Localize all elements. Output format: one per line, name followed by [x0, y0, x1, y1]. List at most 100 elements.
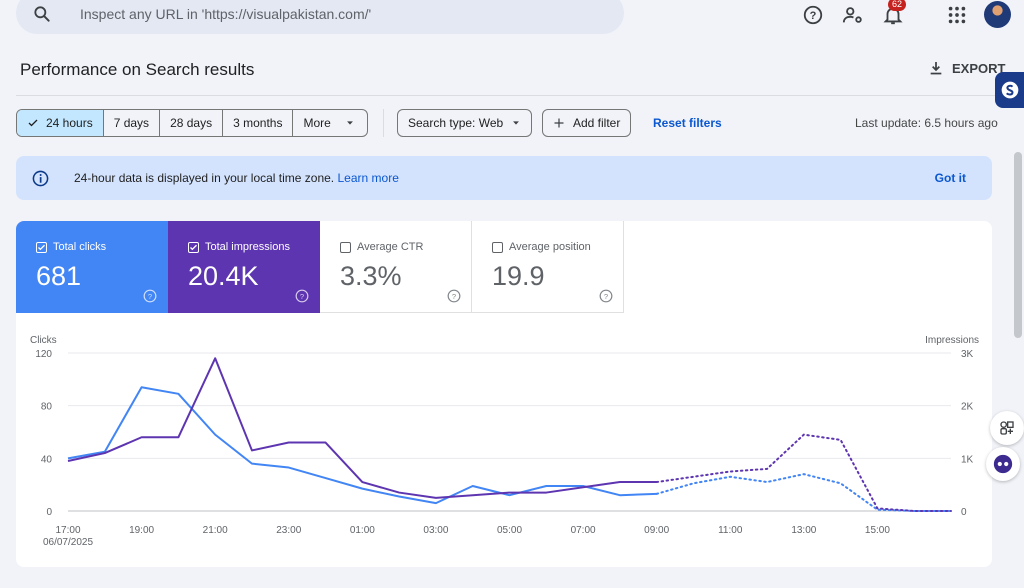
series-line-total-impressions [67, 357, 657, 499]
y-tick-label: 120 [35, 349, 52, 360]
metric-value: 19.9 [492, 261, 545, 291]
range-label: 24 hours [46, 116, 93, 130]
download-icon [930, 62, 942, 75]
metric-label-text: Total impressions [205, 241, 290, 253]
x-tick-label: 05:00 [497, 525, 522, 536]
search-type-label: Search type: Web [408, 116, 504, 130]
performance-card: Total clicks 681 ? Total impressions 20.… [16, 221, 992, 567]
notification-count-badge: 62 [888, 0, 907, 11]
metric-label: Total impressions [188, 241, 290, 253]
metric-label-text: Average position [509, 241, 591, 253]
metric-average-ctr[interactable]: Average CTR 3.3% ? [320, 221, 472, 313]
avatar[interactable] [984, 1, 1011, 28]
x-tick-label: 19:00 [129, 525, 154, 536]
extension-logo-icon [1001, 81, 1019, 99]
apps-grid-icon[interactable] [946, 4, 968, 26]
svg-text:?: ? [300, 292, 304, 301]
metric-value: 20.4K [188, 261, 259, 291]
export-button[interactable]: EXPORT [928, 60, 1005, 76]
x-tick-label: 09:00 [644, 525, 669, 536]
extension-side-button[interactable] [995, 72, 1024, 108]
checkbox-checked-icon[interactable] [188, 241, 199, 253]
y2-axis-title: Impressions [925, 335, 979, 346]
scrollbar-thumb[interactable] [1014, 152, 1022, 338]
range-3-months[interactable]: 3 months [223, 110, 294, 136]
x-tick-label: 01:00 [350, 525, 375, 536]
chevron-down-icon [513, 121, 520, 125]
x-tick-label: 07:00 [571, 525, 596, 536]
export-label: EXPORT [952, 60, 1006, 76]
bot-face-icon [993, 454, 1013, 474]
series-projection-total-impressions [655, 433, 952, 512]
y2-tick-label: 1K [961, 454, 974, 465]
y-tick-label: 0 [46, 507, 52, 518]
check-icon [28, 119, 38, 127]
metric-total-impressions[interactable]: Total impressions 20.4K ? [168, 221, 320, 313]
performance-chart: Clicks Impressions 0 0 40 1K 80 2K 120 3K 17:00 19:… [30, 335, 979, 548]
top-bar: Inspect any URL in 'https://visualpakist… [0, 0, 1024, 40]
extension-shortcut-button[interactable] [990, 411, 1024, 445]
url-inspection-search[interactable]: Inspect any URL in 'https://visualpakist… [16, 0, 624, 34]
x-date-label: 06/07/2025 [43, 537, 93, 548]
help-icon[interactable]: ? [143, 289, 157, 303]
range-label: 3 months [233, 116, 283, 130]
y2-tick-label: 3K [961, 349, 974, 360]
user-settings-icon[interactable] [842, 4, 864, 26]
help-icon[interactable]: ? [599, 289, 613, 303]
checkbox-unchecked-icon[interactable] [340, 241, 351, 253]
y-tick-label: 80 [41, 402, 53, 413]
got-it-button[interactable]: Got it [934, 171, 966, 185]
y-axis-title: Clicks [30, 335, 57, 346]
add-filter-label: Add filter [573, 116, 621, 130]
timezone-info-banner: 24-hour data is displayed in your local … [16, 156, 992, 200]
assistant-bot-button[interactable] [986, 447, 1020, 481]
metric-value: 3.3% [340, 261, 402, 291]
chevron-down-icon [346, 121, 353, 125]
x-tick-label: 03:00 [423, 525, 448, 536]
checkbox-unchecked-icon[interactable] [492, 241, 503, 253]
learn-more-link[interactable]: Learn more [337, 171, 399, 185]
series-projection-total-clicks [655, 473, 952, 512]
metric-label-text: Total clicks [53, 241, 107, 253]
header-divider [16, 95, 1024, 96]
x-tick-label: 17:00 [55, 525, 80, 536]
x-tick-label: 23:00 [276, 525, 301, 536]
svg-text:?: ? [604, 292, 608, 301]
x-tick-label: 15:00 [865, 525, 890, 536]
x-tick-label: 21:00 [203, 525, 228, 536]
info-icon [32, 170, 49, 187]
last-update-text: Last update: 6.5 hours ago [855, 116, 998, 130]
metric-label: Average position [492, 241, 591, 253]
banner-message: 24-hour data is displayed in your local … [74, 171, 399, 185]
add-filter-button[interactable]: Add filter [542, 109, 632, 137]
metric-value: 681 [36, 261, 82, 291]
y2-tick-label: 2K [961, 402, 974, 413]
search-icon [34, 6, 50, 22]
range-28-days[interactable]: 28 days [160, 110, 224, 136]
range-label: 28 days [170, 116, 213, 130]
search-placeholder[interactable]: Inspect any URL in 'https://visualpakist… [80, 6, 372, 22]
x-tick-label: 13:00 [791, 525, 816, 536]
range-label: 7 days [113, 116, 150, 130]
metric-total-clicks[interactable]: Total clicks 681 ? [16, 221, 168, 313]
range-more-dropdown[interactable]: More [293, 110, 366, 136]
shapes-icon [1000, 421, 1014, 435]
x-tick-label: 11:00 [718, 525, 743, 536]
svg-text:?: ? [148, 292, 152, 301]
range-24-hours[interactable]: 24 hours [17, 110, 104, 136]
search-type-dropdown[interactable]: Search type: Web [397, 109, 533, 137]
reset-filters-link[interactable]: Reset filters [653, 116, 722, 130]
metric-label-text: Average CTR [357, 241, 424, 253]
checkbox-checked-icon[interactable] [36, 241, 47, 253]
help-icon[interactable]: ? [802, 4, 824, 26]
plus-icon [554, 118, 564, 128]
svg-text:?: ? [810, 10, 817, 22]
filter-separator [383, 109, 384, 137]
help-icon[interactable]: ? [447, 289, 461, 303]
y-tick-label: 40 [41, 454, 53, 465]
range-7-days[interactable]: 7 days [104, 110, 161, 136]
banner-text: 24-hour data is displayed in your local … [74, 171, 335, 185]
help-icon[interactable]: ? [295, 289, 309, 303]
page-title: Performance on Search results [20, 60, 255, 79]
metric-average-position[interactable]: Average position 19.9 ? [472, 221, 624, 313]
